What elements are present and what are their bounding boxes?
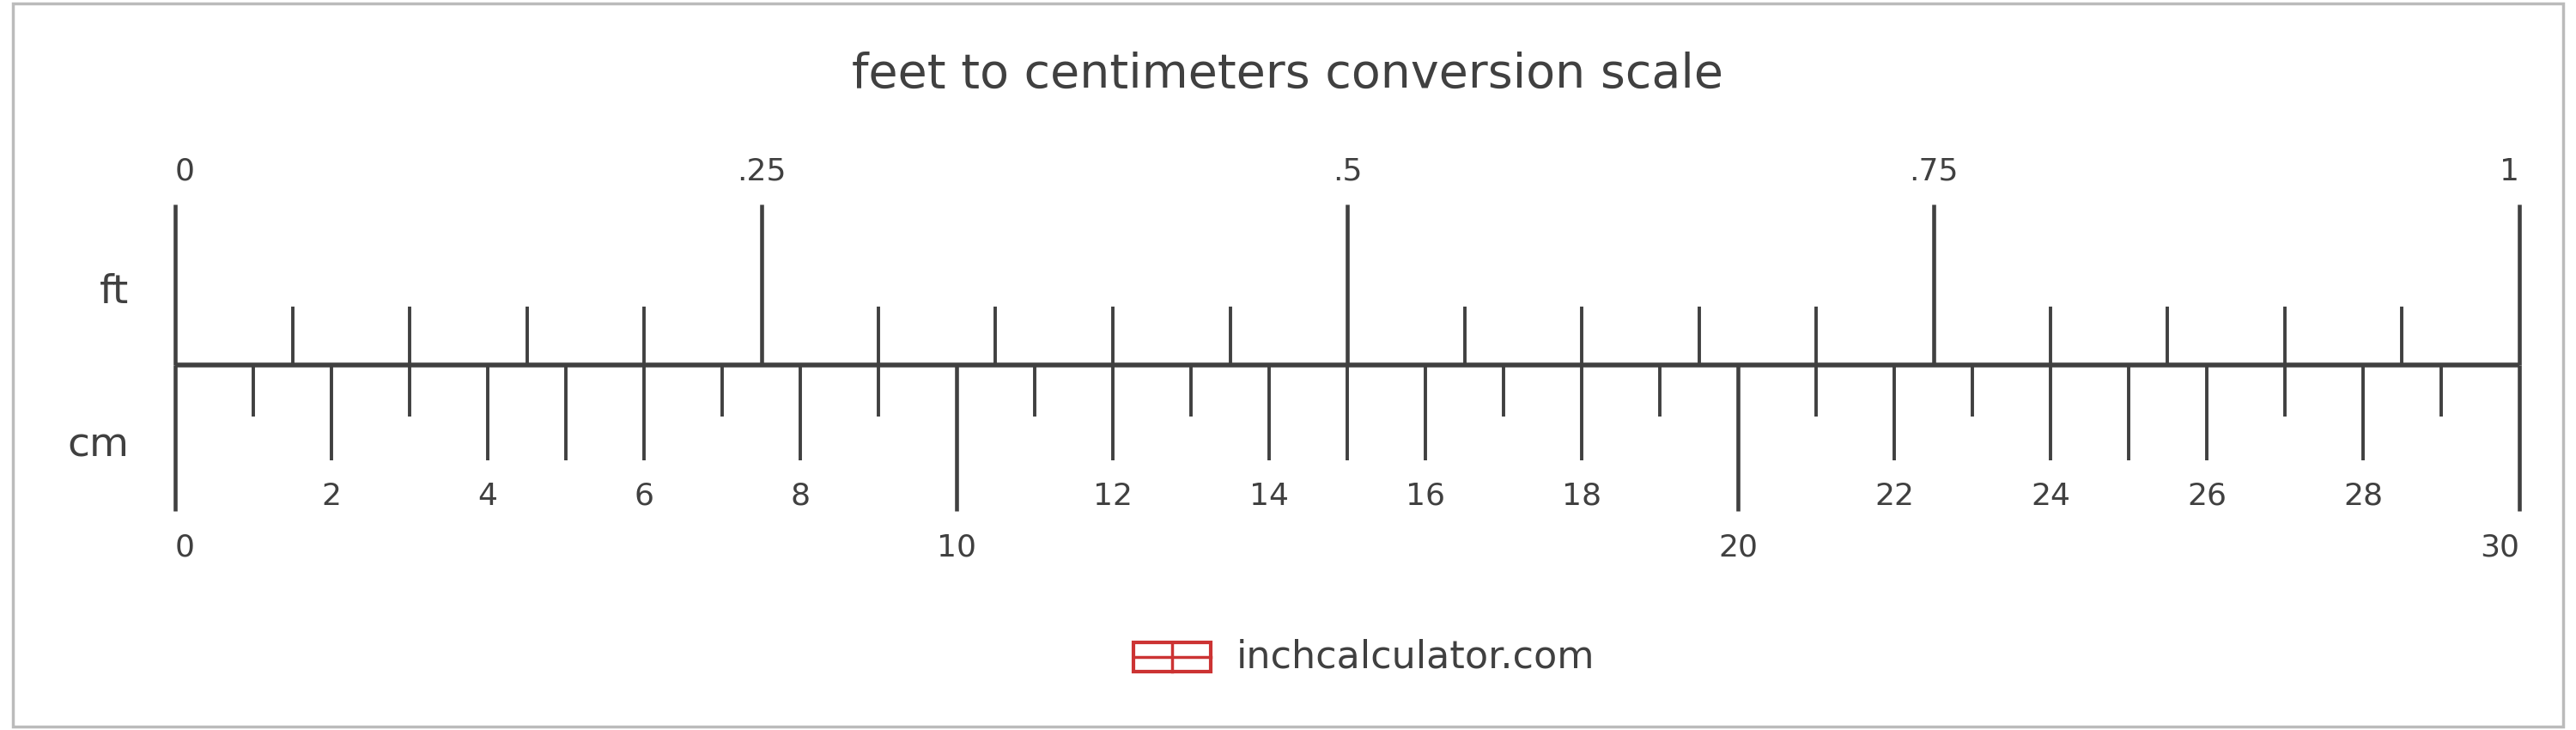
- Text: .5: .5: [1332, 157, 1363, 186]
- Text: inchcalculator.com: inchcalculator.com: [1236, 639, 1595, 675]
- Text: 22: 22: [1875, 482, 1914, 511]
- Text: 0: 0: [175, 157, 196, 186]
- Text: ft: ft: [100, 274, 129, 312]
- Text: .25: .25: [737, 157, 786, 186]
- Text: 16: 16: [1406, 482, 1445, 511]
- Text: 8: 8: [791, 482, 811, 511]
- Text: 2: 2: [322, 482, 340, 511]
- Text: 24: 24: [2030, 482, 2071, 511]
- Text: cm: cm: [67, 426, 129, 464]
- Text: 18: 18: [1561, 482, 1602, 511]
- Text: 0: 0: [175, 533, 196, 562]
- Text: 26: 26: [2187, 482, 2226, 511]
- Text: .75: .75: [1909, 157, 1958, 186]
- Text: 28: 28: [2344, 482, 2383, 511]
- Bar: [1133, 642, 1211, 672]
- Text: 14: 14: [1249, 482, 1288, 511]
- Text: 12: 12: [1092, 482, 1133, 511]
- Text: 20: 20: [1718, 533, 1757, 562]
- Text: 30: 30: [2481, 533, 2519, 562]
- Text: 1: 1: [2499, 157, 2519, 186]
- Text: 10: 10: [938, 533, 976, 562]
- Text: feet to centimeters conversion scale: feet to centimeters conversion scale: [853, 51, 1723, 98]
- Text: 6: 6: [634, 482, 654, 511]
- Text: 4: 4: [479, 482, 497, 511]
